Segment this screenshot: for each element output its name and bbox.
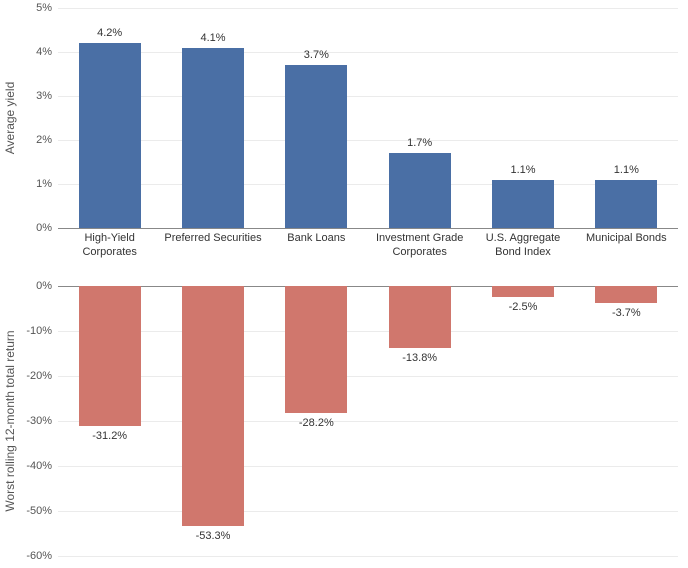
bar-value-label: -28.2% <box>265 417 368 429</box>
bar-slot: -3.7% <box>575 286 678 556</box>
bar-slot: 1.1% <box>575 8 678 228</box>
y-tick-label: -30% <box>22 415 52 427</box>
y-tick-label: -60% <box>22 550 52 562</box>
bar-value-label: 3.7% <box>265 49 368 61</box>
bar <box>492 180 554 228</box>
y-tick-label: 4% <box>22 46 52 58</box>
bar-value-label: -31.2% <box>58 430 161 442</box>
category-label: Preferred Securities <box>161 232 264 246</box>
top-plot: 0%1%2%3%4%5%4.2%4.1%3.7%1.7%1.1%1.1% <box>58 8 678 228</box>
category-label: Bank Loans <box>265 232 368 246</box>
bar <box>79 43 141 228</box>
bar <box>595 286 657 303</box>
bar-value-label: 1.7% <box>368 137 471 149</box>
category-label: U.S. Aggregate Bond Index <box>471 232 574 260</box>
x-axis-labels: High-Yield CorporatesPreferred Securitie… <box>58 232 678 280</box>
top-ylabel: Average yield <box>3 82 17 155</box>
bar-slot: -31.2% <box>58 286 161 556</box>
category-label: High-Yield Corporates <box>58 232 161 260</box>
bar <box>285 65 347 228</box>
bar <box>492 286 554 297</box>
y-tick-label: 2% <box>22 134 52 146</box>
bar-slot: 1.1% <box>471 8 574 228</box>
y-tick-label: -10% <box>22 325 52 337</box>
bar-slot: 3.7% <box>265 8 368 228</box>
y-tick-label: 3% <box>22 90 52 102</box>
y-tick-label: -20% <box>22 370 52 382</box>
category-label: Investment Grade Corporates <box>368 232 471 260</box>
x-axis-line <box>58 228 678 229</box>
bar-value-label: -3.7% <box>575 307 678 319</box>
bar <box>389 286 451 348</box>
bar-slot: 4.2% <box>58 8 161 228</box>
dual-bar-chart: Average yield 0% 1% 2% 3% 4% 5% 4.2%4.1%3.7% 1.… <box>0 0 688 568</box>
bar-slot: 4.1% <box>161 8 264 228</box>
bar-slot: -13.8% <box>368 286 471 556</box>
bar-slot: -2.5% <box>471 286 574 556</box>
bar <box>182 48 244 228</box>
y-tick-label: 1% <box>22 178 52 190</box>
bottom-ylabel: Worst rolling 12-month total return <box>3 330 17 511</box>
y-tick-label: 0% <box>22 222 52 234</box>
bottom-plot: 0%-10%-20%-30%-40%-50%-60%-31.2%-53.3%-2… <box>58 286 678 556</box>
bar <box>595 180 657 228</box>
bar <box>79 286 141 426</box>
bar-slot: -28.2% <box>265 286 368 556</box>
bar-slot: 1.7% <box>368 8 471 228</box>
bar-value-label: -2.5% <box>471 301 574 313</box>
bar-value-label: -53.3% <box>161 530 264 542</box>
bar-value-label: 4.1% <box>161 32 264 44</box>
bar <box>182 286 244 526</box>
bar-value-label: -13.8% <box>368 352 471 364</box>
y-tick-label: 0% <box>22 280 52 292</box>
gridline <box>58 556 678 557</box>
bottom-panel: Worst rolling 12-month total return 0%-1… <box>58 286 678 556</box>
bar-slot: -53.3% <box>161 286 264 556</box>
y-tick-label: -40% <box>22 460 52 472</box>
category-label: Municipal Bonds <box>575 232 678 246</box>
bar-value-label: 1.1% <box>471 164 574 176</box>
bar-value-label: 4.2% <box>58 27 161 39</box>
y-tick-label: -50% <box>22 505 52 517</box>
bar <box>389 153 451 228</box>
top-panel: Average yield 0%1%2%3%4%5%4.2%4.1%3.7%1.… <box>58 8 678 228</box>
y-tick-label: 5% <box>22 2 52 14</box>
bar-value-label: 1.1% <box>575 164 678 176</box>
bar <box>285 286 347 413</box>
